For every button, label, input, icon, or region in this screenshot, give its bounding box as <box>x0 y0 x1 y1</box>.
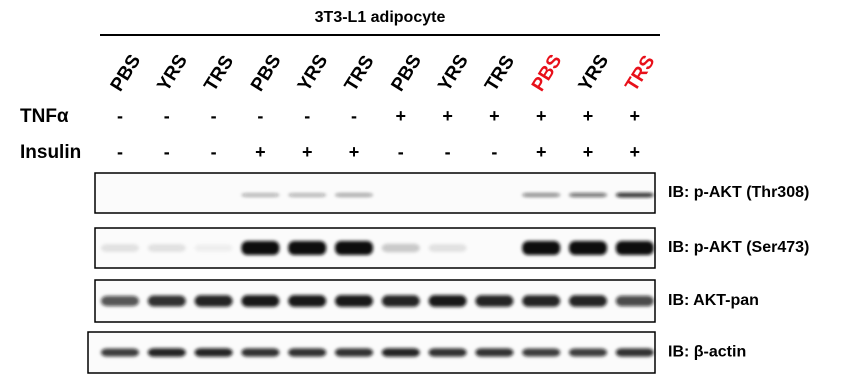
band <box>615 348 654 357</box>
band <box>335 295 373 307</box>
lane-label: PBS <box>247 51 286 95</box>
condition-sign: + <box>255 142 266 162</box>
lane-label: TRS <box>200 52 238 95</box>
condition-sign: + <box>536 142 547 162</box>
condition-sign: - <box>257 106 263 126</box>
condition-sign: + <box>630 142 641 162</box>
band <box>381 295 420 307</box>
lane-label: PBS <box>387 51 426 95</box>
lane-label: PBS <box>107 51 146 95</box>
band <box>569 193 607 197</box>
band <box>569 348 607 357</box>
band <box>147 295 186 307</box>
band <box>428 295 467 307</box>
band <box>335 193 373 197</box>
band <box>147 244 186 252</box>
band <box>335 348 373 357</box>
band <box>428 244 467 252</box>
band-group <box>101 348 654 357</box>
band <box>615 241 654 255</box>
band <box>522 348 561 357</box>
condition-sign: - <box>398 142 404 162</box>
condition-sign: + <box>442 106 453 126</box>
condition-sign: - <box>164 106 170 126</box>
band <box>522 193 561 197</box>
lane-label: YRS <box>153 51 192 95</box>
figure-title: 3T3-L1 adipocyte <box>315 9 446 26</box>
lane-label: YRS <box>575 51 614 95</box>
condition-sign: + <box>630 106 641 126</box>
condition-sign: - <box>211 106 217 126</box>
blot-label: IB: AKT-pan <box>668 292 759 309</box>
band <box>241 295 280 307</box>
lane-label: YRS <box>434 51 473 95</box>
condition-sign: + <box>302 142 313 162</box>
band <box>615 295 654 307</box>
band <box>194 295 233 307</box>
blot-label: IB: p-AKT (Ser473) <box>668 239 809 256</box>
condition-label: TNFα <box>20 106 69 127</box>
lane-label: PBS <box>528 51 567 95</box>
band <box>428 348 467 357</box>
band <box>475 295 514 307</box>
blot-label: IB: β-actin <box>668 344 746 361</box>
lane-label: TRS <box>341 52 379 95</box>
lane-label: TRS <box>481 52 519 95</box>
condition-sign: - <box>117 106 123 126</box>
blot-panel <box>94 227 656 269</box>
blot-panel <box>94 279 656 323</box>
condition-sign: + <box>349 142 360 162</box>
band <box>335 241 373 255</box>
band <box>194 244 233 252</box>
band <box>194 348 233 357</box>
band-group <box>241 192 654 198</box>
band <box>101 244 139 252</box>
band <box>522 295 561 307</box>
condition-sign: - <box>117 142 123 162</box>
lane-label: YRS <box>294 51 333 95</box>
condition-label: Insulin <box>20 142 81 163</box>
band <box>147 348 186 357</box>
band <box>288 241 327 255</box>
condition-sign: + <box>396 106 407 126</box>
band-group <box>101 241 654 255</box>
band <box>288 348 327 357</box>
band <box>381 243 420 253</box>
condition-sign: - <box>304 106 310 126</box>
condition-sign: + <box>583 106 594 126</box>
band <box>288 295 327 307</box>
band <box>101 295 139 307</box>
band <box>241 348 280 357</box>
condition-sign: + <box>536 106 547 126</box>
blot-label: IB: p-AKT (Thr308) <box>668 184 809 201</box>
lane-label: TRS <box>621 52 659 95</box>
band <box>569 295 607 307</box>
band <box>241 193 280 197</box>
band <box>101 348 139 357</box>
band <box>241 241 280 255</box>
band <box>615 192 654 198</box>
condition-sign: + <box>583 142 594 162</box>
condition-sign: - <box>211 142 217 162</box>
band <box>288 193 327 197</box>
blot-panel <box>94 172 656 214</box>
band <box>569 241 607 255</box>
condition-sign: + <box>489 106 500 126</box>
condition-sign: - <box>164 142 170 162</box>
condition-sign: - <box>351 106 357 126</box>
band <box>522 241 561 255</box>
condition-sign: - <box>491 142 497 162</box>
band <box>475 348 514 357</box>
band <box>381 348 420 357</box>
band-group <box>101 295 654 307</box>
condition-sign: - <box>445 142 451 162</box>
